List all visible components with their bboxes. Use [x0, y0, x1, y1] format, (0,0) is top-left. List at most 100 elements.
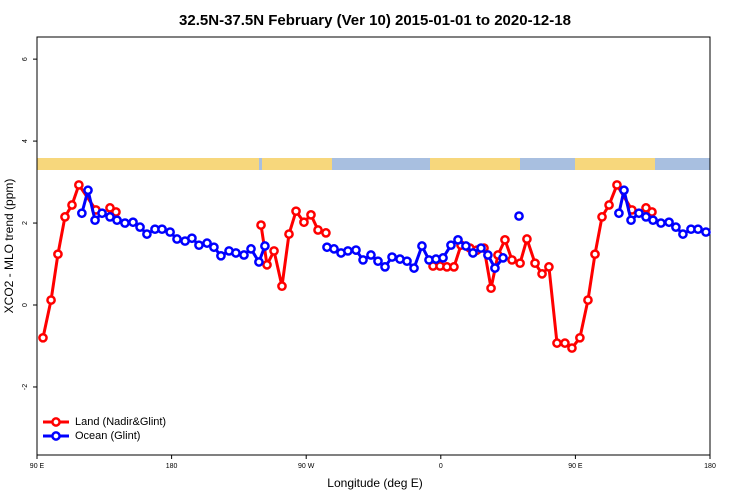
data-point: [619, 185, 629, 196]
data-point: [277, 281, 287, 292]
data-point: [678, 229, 688, 239]
data-point: [269, 246, 279, 256]
data-point: [77, 208, 87, 219]
data-point: [500, 235, 510, 245]
x-axis-label: Longitude (deg E): [327, 476, 422, 490]
data-point: [583, 295, 593, 305]
data-point: [387, 252, 397, 262]
data-point: [515, 258, 525, 269]
data-point: [453, 235, 463, 245]
y-tick-label: 2: [22, 221, 29, 225]
data-point: [60, 212, 70, 222]
data-point: [351, 245, 361, 255]
data-point: [537, 269, 547, 279]
data-point: [112, 215, 122, 226]
y-axis-label: XCO2 - MLO trend (ppm): [2, 179, 16, 314]
data-point: [231, 248, 241, 258]
data-point: [575, 332, 585, 343]
land-band: [430, 158, 520, 170]
data-point: [671, 222, 681, 232]
data-point: [142, 229, 152, 239]
data-point: [135, 222, 145, 232]
data-point: [614, 208, 624, 219]
data-point: [656, 218, 666, 228]
data-point: [306, 210, 316, 220]
x-tick-label: 90 E: [30, 463, 45, 470]
data-point: [664, 217, 674, 228]
data-point: [498, 253, 508, 263]
data-point: [567, 343, 577, 353]
x-tick-label: 180: [166, 463, 178, 470]
data-point: [260, 241, 270, 251]
y-tick-label: -2: [22, 384, 29, 390]
data-point: [165, 227, 175, 237]
x-tick-label: 90 E: [568, 463, 583, 470]
data-point: [544, 262, 554, 272]
data-point: [343, 246, 353, 256]
data-point: [486, 283, 496, 294]
data-point: [626, 215, 636, 226]
data-point: [530, 258, 540, 269]
data-point: [329, 244, 339, 254]
data-point: [284, 229, 294, 239]
data-point: [590, 249, 600, 260]
data-point: [194, 240, 204, 251]
data-point: [380, 262, 390, 272]
data-point: [246, 244, 256, 254]
data-point: [209, 242, 219, 253]
data-point: [417, 241, 427, 251]
data-point: [402, 256, 412, 267]
land-band: [37, 158, 259, 170]
plot-frame: [36, 36, 711, 456]
data-point: [254, 257, 264, 267]
data-point: [291, 206, 301, 217]
x-tick-label: 90 W: [298, 463, 315, 470]
data-point: [321, 228, 331, 238]
land-band: [262, 158, 332, 170]
data-point: [128, 217, 138, 228]
data-point: [648, 215, 658, 226]
data-point: [461, 241, 471, 251]
y-tick-label: 4: [22, 139, 29, 143]
series-line: [259, 209, 327, 288]
data-point: [560, 338, 570, 348]
legend-label: Ocean (Glint): [75, 430, 140, 442]
data-point: [299, 217, 309, 228]
data-point: [468, 248, 478, 258]
data-point: [157, 224, 167, 235]
data-point: [358, 255, 368, 265]
y-tick-label: 6: [22, 57, 29, 61]
data-point: [90, 215, 100, 226]
data-point: [552, 338, 562, 348]
data-point: [97, 208, 107, 219]
data-point: [38, 332, 48, 343]
x-tick-label: 0: [439, 463, 443, 470]
data-point: [46, 295, 56, 305]
data-point: [83, 185, 93, 196]
data-point: [74, 180, 84, 190]
x-tick-label: 180: [704, 463, 716, 470]
data-point: [239, 250, 249, 260]
legend: Land (Nadir&Glint) Ocean (Glint): [43, 416, 166, 442]
data-point: [449, 262, 459, 272]
data-point: [262, 260, 272, 270]
map-band: [37, 158, 710, 170]
data-point: [172, 234, 182, 244]
legend-label: Land (Nadir&Glint): [75, 416, 166, 428]
data-point: [597, 212, 607, 222]
data-point: [256, 220, 266, 230]
data-point: [701, 227, 711, 237]
data-point: [202, 238, 212, 248]
data-point: [483, 250, 493, 260]
y-tick-label: 0: [22, 303, 29, 307]
data-point: [612, 180, 622, 190]
data-point: [313, 225, 323, 235]
data-point: [53, 249, 63, 260]
data-point: [514, 211, 524, 221]
data-point: [476, 243, 486, 253]
data-point: [216, 250, 226, 261]
data-point: [366, 250, 376, 260]
legend-marker: [51, 417, 61, 427]
land-band: [575, 158, 655, 170]
